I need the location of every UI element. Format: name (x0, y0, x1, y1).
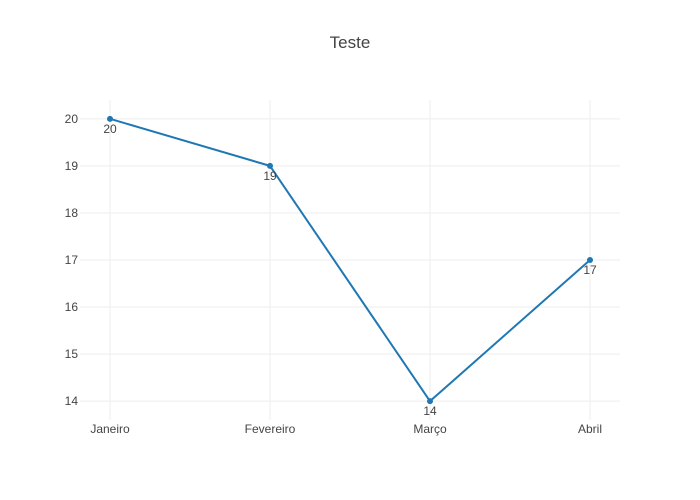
series-layer (107, 115, 593, 405)
y-tick-label: 19 (65, 159, 79, 173)
axis-tick-labels: 14 15 16 17 18 19 20 Janeiro Fevereiro Março Abril (65, 112, 602, 436)
x-tick-label: Fevereiro (245, 422, 296, 436)
series-line (109, 117, 591, 403)
data-point[interactable] (267, 162, 273, 169)
data-labels: 20 19 14 17 (103, 122, 597, 418)
y-tick-label: 18 (65, 206, 79, 220)
data-point[interactable] (427, 398, 433, 405)
data-label: 20 (103, 122, 117, 136)
x-tick-label: Março (413, 422, 447, 436)
data-point[interactable] (587, 257, 593, 263)
y-tick-label: 17 (65, 253, 79, 267)
chart-title: Teste (329, 33, 371, 52)
x-tick-label: Janeiro (90, 422, 130, 436)
data-label: 17 (583, 263, 597, 277)
data-label: 19 (263, 169, 277, 183)
y-tick-label: 14 (65, 394, 79, 408)
y-tick-label: 15 (65, 347, 79, 361)
x-tick-label: Abril (578, 422, 602, 436)
y-tick-label: 20 (65, 112, 79, 126)
data-point[interactable] (107, 115, 113, 122)
gridlines (80, 100, 620, 420)
data-label: 14 (423, 404, 437, 418)
y-tick-label: 16 (65, 300, 79, 314)
